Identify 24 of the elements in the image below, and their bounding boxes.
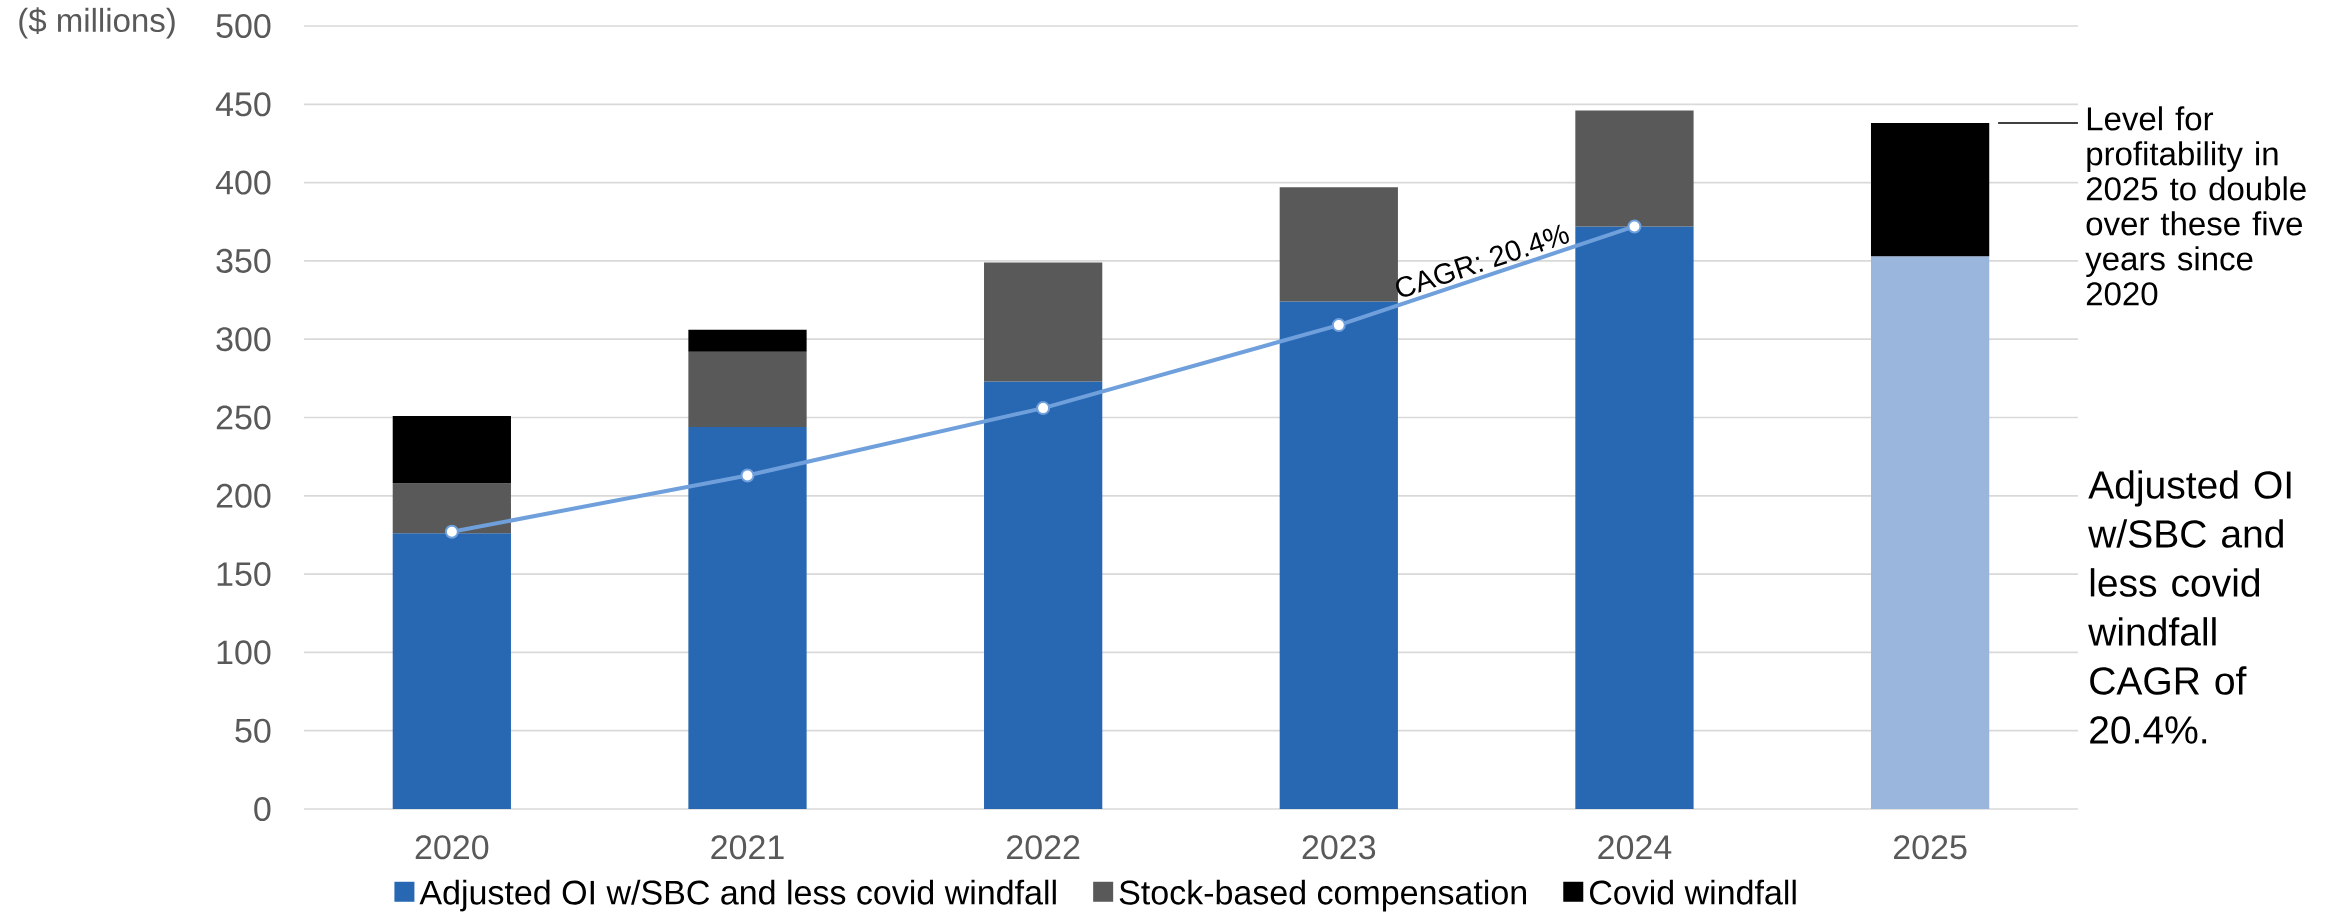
y-axis-title: ($ millions) [19,7,175,39]
y-tick-label: 200 [216,483,271,508]
y-tick-label: 300 [216,327,271,352]
x-tick-label: 2020 [415,835,489,860]
y-tick-label: 0 [254,796,271,822]
y-tick-label: 150 [217,562,271,587]
x-tick-label: 2023 [1302,835,1376,860]
ref-line-label: Level for profitability in 2025 to double over these five years since 2020 [2085,106,2306,306]
x-tick-label: 2022 [1007,835,1080,860]
text: CAGR: 20.4% [1396,224,1569,297]
x-tick-label: 2021 [711,835,784,860]
legend-label: Stock-based compensation [1119,879,1526,912]
x-tick-label: 2025 [1894,835,1967,860]
y-tick-label: 500 [216,13,271,39]
y-tick-label: 100 [217,640,271,665]
y-tick-label: 450 [215,92,271,117]
legend-label: Covid windfall [1589,879,1796,905]
y-tick-label: 350 [216,248,271,273]
x-tick-label: 2024 [1598,835,1672,860]
y-tick-label: 400 [215,170,271,195]
y-tick-label: 50 [235,718,271,743]
y-tick-label: 250 [216,405,271,430]
text: Adjusted OI w/SBC and less covid windfall CAGR of 20.4%. [2088,470,2291,744]
legend-label: Adjusted OI w/SBC and less covid windfall [419,879,1056,912]
